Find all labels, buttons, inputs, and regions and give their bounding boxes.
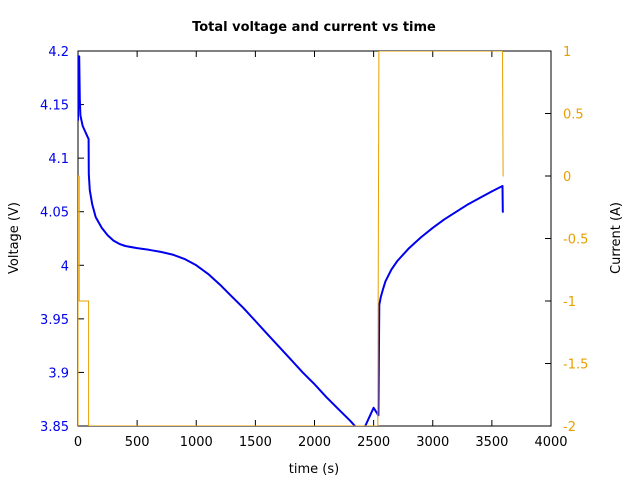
y-left-tick-label: 4.2: [48, 45, 69, 60]
x-tick-label: 500: [125, 435, 150, 450]
y-axis-left-label: Voltage (V): [7, 202, 22, 274]
series-group: [78, 51, 504, 426]
chart-title: Total voltage and current vs time: [192, 20, 436, 35]
x-tick-label: 1500: [239, 435, 272, 450]
x-tick-label: 2500: [357, 435, 390, 450]
y-left-tick-label: 4.1: [48, 152, 69, 167]
y-left-tick-label: 4.05: [40, 206, 69, 221]
x-tick-label: 4000: [534, 435, 567, 450]
y-left-tick-label: 4.15: [40, 99, 69, 114]
x-axis-label: time (s): [289, 462, 339, 477]
x-tick-label: 2000: [298, 435, 331, 450]
x-tick-label: 0: [74, 435, 82, 450]
y-left-tick-label: 3.9: [48, 366, 69, 381]
y-left-tick-label: 3.95: [40, 313, 69, 328]
current-series-line: [78, 51, 504, 426]
y-axis-right: -2 -1.5 -1 -0.5 0 0.5 1: [545, 45, 588, 435]
x-tick-label: 3500: [475, 435, 508, 450]
x-tick-label: 3000: [416, 435, 449, 450]
y-right-tick-label: -1.5: [563, 358, 588, 373]
y-right-tick-label: -0.5: [563, 233, 588, 248]
y-axis-left: 3.85 3.9 3.95 4 4.05 4.1 4.15 4.2: [40, 45, 84, 435]
y-right-tick-label: 0.5: [563, 108, 584, 123]
plot-area: [77, 50, 552, 427]
y-left-tick-label: 3.85: [40, 420, 69, 435]
voltage-series-line: [78, 55, 504, 426]
y-right-tick-label: -2: [563, 420, 576, 435]
x-tick-label: 1000: [180, 435, 213, 450]
y-right-tick-label: -1: [563, 295, 576, 310]
y-right-tick-label: 0: [563, 170, 571, 185]
y-left-tick-label: 4: [61, 259, 69, 274]
y-right-tick-label: 1: [563, 45, 571, 60]
y-axis-right-label: Current (A): [609, 202, 624, 274]
x-axis: 0 500 1000 1500 2000 2500 3000 3500 4000: [74, 51, 568, 450]
